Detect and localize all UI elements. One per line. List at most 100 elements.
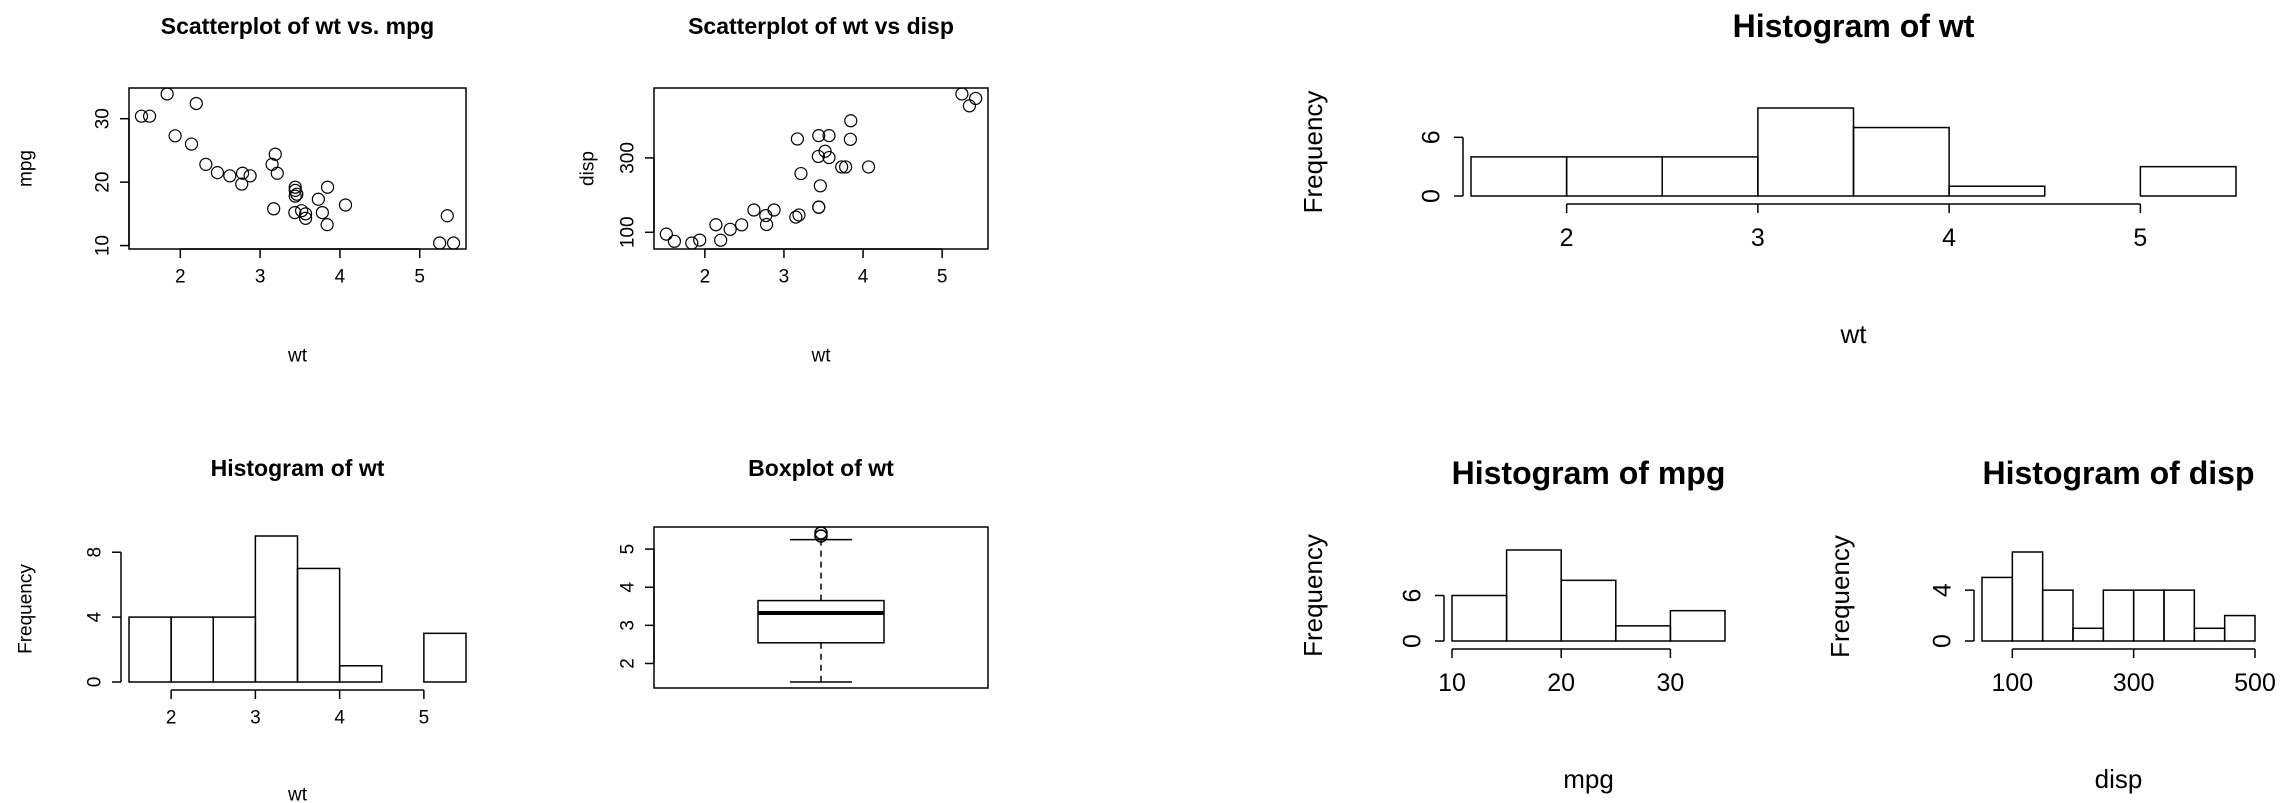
chart: Scatterplot of wt vs disp wt disp 100 300 2 3 4… <box>578 13 989 367</box>
point <box>210 166 225 180</box>
point <box>794 166 808 181</box>
point <box>223 169 237 183</box>
point <box>320 218 334 232</box>
point <box>969 91 983 106</box>
y-axis-label: Frequency <box>1825 535 1855 658</box>
bar <box>2223 614 2256 642</box>
y-tick-label: 20 <box>92 172 113 193</box>
point <box>265 157 279 171</box>
x-tick-label: 3 <box>255 267 266 288</box>
y-tick-label: 0 <box>1929 634 1957 648</box>
y-axis-label: Frequency <box>16 564 37 654</box>
point <box>311 192 325 206</box>
bar <box>1470 156 1568 197</box>
point <box>790 132 804 146</box>
x-tick-label: 20 <box>1547 669 1575 697</box>
y-tick-label: 100 <box>617 216 638 248</box>
y-tick-label: 0 <box>84 677 105 688</box>
point <box>440 209 454 223</box>
x-tick-label: 4 <box>1942 224 1956 252</box>
point <box>338 198 353 212</box>
x-axis-label: wt <box>1840 319 1868 349</box>
point <box>446 236 461 250</box>
bar <box>1757 107 1855 197</box>
point <box>267 202 281 216</box>
point <box>290 187 304 201</box>
x-axis-label: wt <box>811 346 832 367</box>
chart-title: Histogram of wt <box>1733 8 1975 44</box>
x-axis-label: mpg <box>1563 764 1614 794</box>
chart: Histogram of wt wt Frequency 0 4 8 2 3 4 5 <box>16 455 467 803</box>
point <box>789 210 803 224</box>
y-tick-label: 6 <box>1399 589 1427 603</box>
point <box>843 132 857 146</box>
x-tick-label: 3 <box>779 267 790 288</box>
point <box>659 227 673 241</box>
point <box>844 114 858 128</box>
x-tick-label: 2 <box>1560 224 1574 252</box>
point <box>813 179 827 193</box>
bar <box>1669 609 1726 642</box>
point <box>667 234 682 248</box>
plot-frame <box>128 87 467 250</box>
point <box>184 137 199 151</box>
point <box>735 218 749 232</box>
chart: Histogram of wt wt Frequency 0 6 2 3 4 5 <box>1298 8 2237 349</box>
point <box>235 166 250 180</box>
point <box>861 160 876 174</box>
point <box>822 150 836 165</box>
y-tick-label: 4 <box>84 611 105 622</box>
y-axis-label: Frequency <box>1298 534 1328 657</box>
chart-title: Scatterplot of wt vs. mpg <box>161 13 434 39</box>
y-tick-label: 5 <box>617 544 638 555</box>
bar <box>2011 551 2044 642</box>
bar <box>1560 579 1617 642</box>
x-axis-label: wt <box>287 346 308 367</box>
bar <box>1505 549 1562 642</box>
x-tick-label: 5 <box>414 267 425 288</box>
bar <box>2193 627 2226 642</box>
bar <box>2041 589 2074 642</box>
point <box>160 87 174 101</box>
chart-title: Boxplot of wt <box>748 455 894 481</box>
point <box>315 205 329 220</box>
point <box>685 236 699 250</box>
point <box>962 99 977 113</box>
point <box>295 204 309 218</box>
point <box>747 203 761 217</box>
x-tick-label: 2 <box>700 267 711 288</box>
point <box>792 208 806 222</box>
chart-title: Histogram of disp <box>1982 455 2254 491</box>
x-tick-label: 500 <box>2234 669 2276 697</box>
point <box>268 147 282 161</box>
point <box>709 218 723 232</box>
point <box>243 169 257 183</box>
bar <box>1948 185 2046 197</box>
chart: Scatterplot of wt vs. mpg wt mpg 10 20 30 2 3 4 5 <box>16 13 467 367</box>
x-axis-label: disp <box>2095 764 2143 794</box>
chart-title: Histogram of mpg <box>1452 455 1726 491</box>
x-tick-label: 4 <box>334 708 345 729</box>
point <box>288 180 302 194</box>
bar <box>170 616 214 683</box>
bar <box>1565 156 1663 197</box>
plot-frame <box>653 87 989 250</box>
y-tick-label: 6 <box>1418 130 1446 144</box>
bar <box>338 665 383 683</box>
chart: Histogram of mpg mpg Frequency 0 6 10 20 30 <box>1298 455 1726 794</box>
x-tick-label: 4 <box>858 267 869 288</box>
point <box>811 149 825 164</box>
point <box>839 160 853 174</box>
bar <box>128 616 172 683</box>
y-tick-label: 0 <box>1418 189 1446 203</box>
point <box>270 166 284 180</box>
y-tick-label: 2 <box>617 658 638 669</box>
bar <box>2139 165 2237 197</box>
bar <box>1981 576 2014 642</box>
point <box>142 109 157 123</box>
point <box>134 109 149 123</box>
x-tick-label: 5 <box>419 708 430 729</box>
box-body <box>757 599 885 644</box>
bar <box>423 632 467 683</box>
point <box>759 217 774 232</box>
